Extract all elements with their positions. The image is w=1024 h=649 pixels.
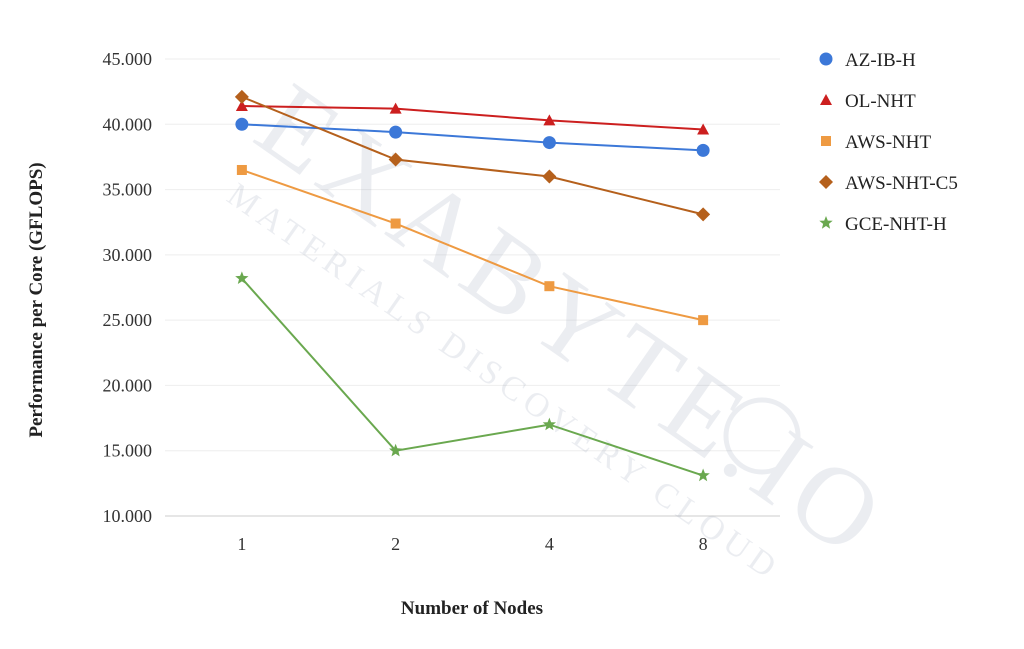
svg-text:EXABYTE.IO: EXABYTE.IO: [236, 60, 910, 583]
triangle-marker: [543, 114, 556, 126]
series-aws-nht: [236, 164, 709, 326]
legend-item[interactable]: AWS-NHT-C5: [819, 173, 958, 194]
legend-label: AWS-NHT-C5: [845, 173, 958, 194]
x-tick-label: 4: [545, 534, 554, 554]
legend-item[interactable]: AZ-IB-H: [819, 50, 916, 71]
series-group: [234, 89, 711, 482]
diamond-marker: [388, 152, 403, 167]
x-axis-label: Number of Nodes: [401, 598, 543, 619]
circle-marker: [696, 143, 710, 157]
y-tick-label: 45.000: [103, 49, 153, 69]
series-ol-nht: [235, 100, 710, 135]
square-marker: [236, 164, 247, 175]
star-marker: [235, 271, 249, 284]
y-tick-label: 15.000: [103, 441, 153, 461]
star-marker: [542, 417, 556, 431]
y-tick-label: 20.000: [103, 375, 153, 395]
star-marker: [819, 216, 833, 229]
legend-item[interactable]: GCE-NHT-H: [819, 214, 947, 235]
legend-label: AZ-IB-H: [845, 50, 916, 71]
circle-marker: [542, 136, 556, 150]
legend-label: GCE-NHT-H: [845, 214, 947, 235]
y-tick-label: 10.000: [103, 506, 153, 526]
series-gce-nht-h: [235, 271, 710, 482]
circle-marker: [235, 117, 249, 131]
circle-marker: [819, 52, 833, 66]
triangle-marker: [389, 102, 402, 114]
square-marker: [390, 218, 401, 229]
y-axis-label: Performance per Core (GFLOPS): [26, 162, 47, 437]
y-tick-label: 40.000: [103, 114, 153, 134]
y-axis-ticks: 10.000 15.000 20.000 25.000 30.000 35.000 40.0…: [103, 49, 153, 526]
series-line: [241, 277, 704, 477]
x-tick-label: 1: [237, 534, 246, 554]
watermark-logo: EXABYTE.IO MATERIALS DISCOVERY CLOUD: [220, 60, 909, 589]
circle-marker: [389, 125, 403, 139]
legend-item[interactable]: AWS-NHT: [821, 132, 931, 153]
star-marker: [389, 443, 403, 457]
diamond-marker: [234, 89, 249, 104]
square-marker: [698, 315, 709, 326]
diamond-marker: [696, 207, 711, 222]
series-line: [241, 169, 704, 322]
x-tick-label: 8: [699, 534, 708, 554]
legend-label: AWS-NHT: [845, 132, 931, 153]
series-line: [241, 95, 704, 216]
square-marker: [544, 281, 555, 292]
legend-item[interactable]: OL-NHT: [820, 91, 916, 112]
square-marker: [821, 136, 831, 146]
diamond-marker: [819, 175, 833, 189]
legend: AZ-IB-H OL-NHT AWS-NHT AWS-NHT-C5 GCE-NHT-H: [819, 50, 958, 235]
legend-label: OL-NHT: [845, 91, 916, 112]
triangle-marker: [820, 94, 832, 105]
star-marker: [696, 468, 710, 482]
x-axis-ticks: 1 2 4 8: [237, 534, 707, 554]
triangle-marker: [697, 123, 710, 135]
y-tick-label: 35.000: [103, 180, 153, 200]
triangle-marker: [235, 100, 248, 112]
y-tick-label: 25.000: [103, 310, 153, 330]
series-line: [241, 105, 704, 131]
x-tick-label: 2: [391, 534, 400, 554]
series-aws-nht-c5: [234, 89, 711, 222]
diamond-marker: [542, 169, 557, 184]
y-tick-label: 30.000: [103, 245, 153, 265]
